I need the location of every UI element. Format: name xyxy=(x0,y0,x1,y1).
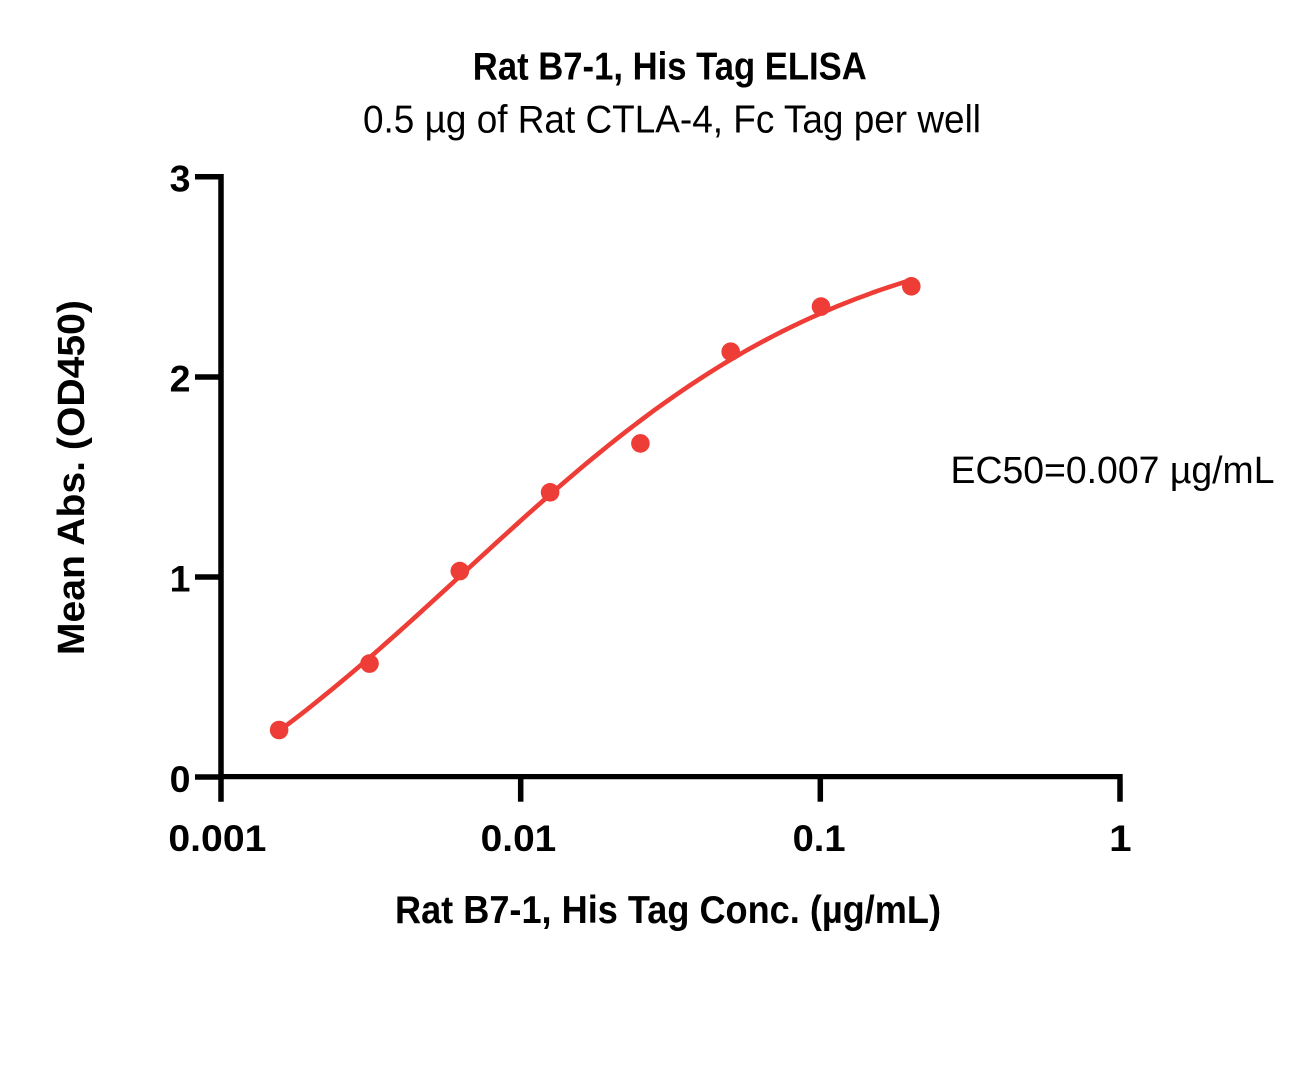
svg-text:1: 1 xyxy=(170,558,191,600)
svg-text:Rat B7-1, His Tag Conc. (µg/mL: Rat B7-1, His Tag Conc. (µg/mL) xyxy=(395,889,941,932)
svg-text:2: 2 xyxy=(170,358,191,400)
svg-text:0.001: 0.001 xyxy=(168,817,266,859)
svg-text:0.1: 0.1 xyxy=(793,817,846,859)
svg-text:EC50=0.007 µg/mL: EC50=0.007 µg/mL xyxy=(951,450,1275,492)
svg-text:3: 3 xyxy=(170,157,191,199)
svg-text:0.5 µg of Rat CTLA-4, Fc Tag p: 0.5 µg of Rat CTLA-4, Fc Tag per well xyxy=(363,99,981,142)
svg-text:1: 1 xyxy=(1109,817,1132,859)
svg-text:0: 0 xyxy=(170,758,191,800)
svg-text:Mean Abs. (OD450): Mean Abs. (OD450) xyxy=(51,300,93,655)
svg-text:0.01: 0.01 xyxy=(481,817,557,859)
svg-text:Rat B7-1, His Tag ELISA: Rat B7-1, His Tag ELISA xyxy=(473,46,867,89)
